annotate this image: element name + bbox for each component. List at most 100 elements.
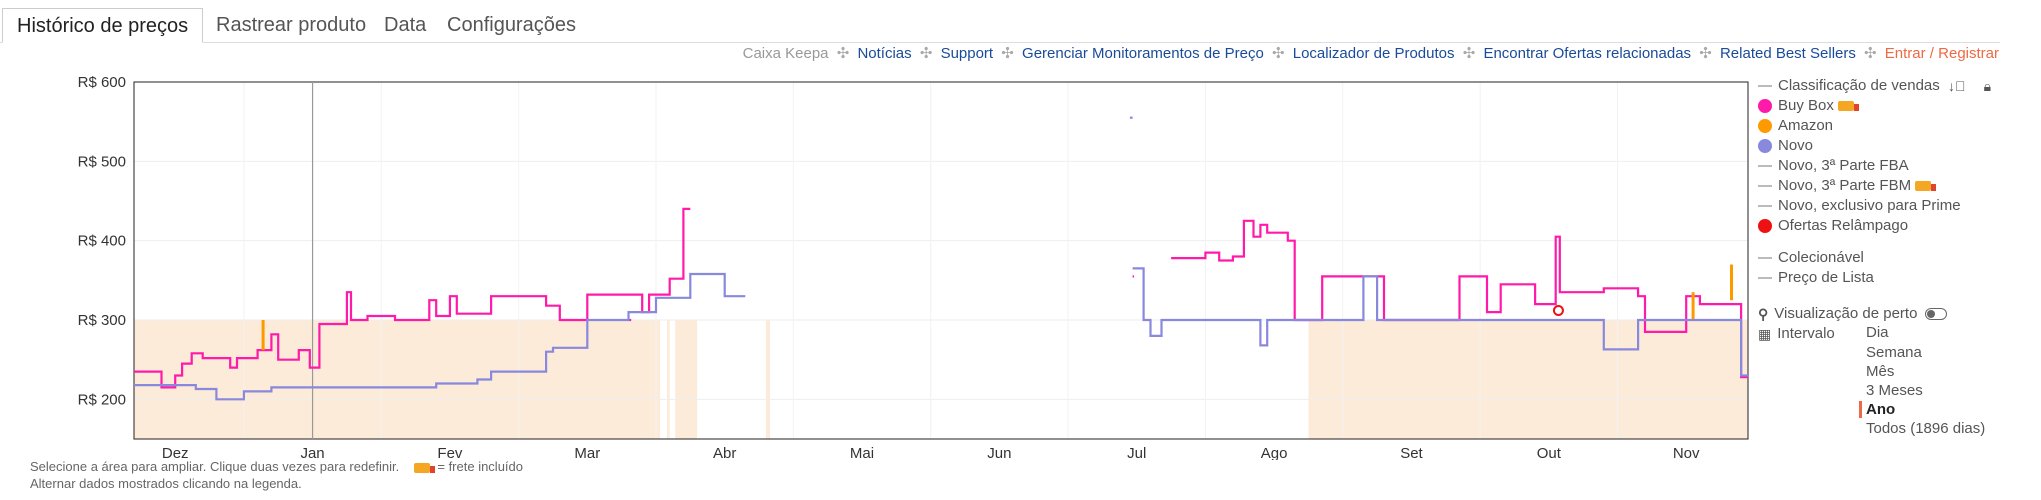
calendar-icon: ▦ (1758, 326, 1772, 343)
link-login-register[interactable]: Entrar / Registrar (1884, 45, 1999, 62)
sort-icon[interactable]: ↓⃣ (1947, 78, 1966, 95)
footer-shipping-note: = frete incluído (437, 459, 523, 474)
legend-buy-box[interactable]: Buy Box (1758, 96, 1859, 116)
tab-bar: Histórico de preços Rastrear produto Dat… (0, 8, 2000, 43)
deal-marker (1552, 304, 1564, 316)
legend-label: Buy Box (1778, 97, 1834, 114)
range-label: Intervalo (1777, 325, 1835, 342)
tab-track-product[interactable]: Rastrear produto (216, 14, 367, 36)
x-tick-label: Set (1400, 445, 1423, 460)
link-manage-tracking[interactable]: Gerenciar Monitoramentos de Preço (1022, 45, 1264, 62)
legend-swatch (1758, 85, 1772, 88)
x-tick-label: Mai (850, 445, 874, 460)
truck-icon (1837, 101, 1859, 112)
range-year[interactable]: Ano (1859, 401, 1895, 418)
legend-swatch (1758, 205, 1772, 208)
range-row: ▦ Intervalo (1758, 324, 1835, 344)
series-line (1171, 219, 1748, 379)
range-all[interactable]: Todos (1896 dias) (1866, 420, 1986, 437)
x-tick-label: Jun (987, 445, 1011, 460)
lock-icon: 🔒︎ (1983, 78, 1992, 95)
series-novo (134, 116, 1748, 401)
price-fill-area (765, 320, 770, 439)
y-tick-label: R$ 300 (78, 312, 126, 329)
legend-sales-rank[interactable]: Classificação de vendas ↓⃣ 🔒︎ (1758, 76, 1991, 96)
range-week[interactable]: Semana (1866, 344, 1922, 361)
series-amazon (261, 264, 1733, 351)
truck-icon (414, 462, 436, 473)
x-tick-label: Fev (437, 445, 463, 460)
legend-new-prime[interactable]: Novo, exclusivo para Prime (1758, 196, 1961, 216)
legend-new-fbm[interactable]: Novo, 3ª Parte FBM (1758, 176, 1937, 196)
range-day[interactable]: Dia (1866, 324, 1889, 341)
separator-icon: ✣ (1699, 45, 1712, 62)
tab-data[interactable]: Data (384, 14, 427, 36)
truck-icon (1915, 181, 1937, 192)
legend-label: Ofertas Relâmpago (1778, 217, 1909, 234)
separator-icon: ✣ (836, 45, 850, 62)
legend-swatch (1758, 277, 1772, 280)
footer-zoom-hint: Selecione a área para ampliar. Clique du… (30, 459, 400, 474)
y-tick-label: R$ 400 (78, 233, 126, 250)
legend-swatch (1758, 139, 1772, 154)
zoom-toggle-row[interactable]: ⚲ Visualização de perto (1758, 304, 1948, 324)
series-ofertas-rel-mpago (1552, 304, 1564, 316)
range-month[interactable]: Mês (1866, 363, 1895, 380)
y-tick-label: R$ 600 (78, 74, 126, 91)
link-support[interactable]: Support (940, 45, 994, 62)
zoom-label: Visualização de perto (1774, 305, 1918, 322)
tab-price-history[interactable]: Histórico de preços (2, 8, 204, 43)
footer-line-1: Selecione a área para ampliar. Clique du… (30, 458, 523, 475)
series-line (1132, 267, 1748, 377)
link-keepa-box[interactable]: Caixa Keepa (742, 45, 829, 62)
legend-lightning-deals[interactable]: Ofertas Relâmpago (1758, 216, 1908, 236)
y-tick-label: R$ 500 (78, 153, 126, 170)
x-tick-label: Ago (1261, 445, 1288, 460)
legend-swatch (1758, 165, 1772, 168)
price-fill-area (1308, 320, 1748, 439)
legend-swatch (1758, 257, 1772, 260)
legend-new[interactable]: Novo (1758, 136, 1813, 156)
series-line (134, 207, 691, 389)
separator-icon: ✣ (1462, 45, 1476, 62)
legend-list-price[interactable]: Preço de Lista (1758, 268, 1874, 288)
link-related-best-sellers[interactable]: Related Best Sellers (1719, 45, 1856, 62)
legend-label: Amazon (1778, 117, 1834, 134)
legend-new-fba[interactable]: Novo, 3ª Parte FBA (1758, 156, 1909, 176)
separator-icon: ✣ (919, 45, 933, 62)
legend-label: Colecionável (1778, 249, 1864, 266)
series-line (134, 272, 746, 401)
separator-icon: ✣ (1864, 45, 1877, 62)
legend-collectible[interactable]: Colecionável (1758, 248, 1864, 268)
separator-icon: ✣ (1271, 45, 1285, 62)
price-fill-area (134, 320, 661, 439)
chart-footer: Selecione a área para ampliar. Clique du… (30, 458, 523, 492)
price-history-chart[interactable]: R$ 200 R$ 300 R$ 400 R$ 500 R$ 600 Dez Jan Fev M… (0, 60, 1750, 460)
x-tick-label: Jul (1127, 445, 1146, 460)
separator-icon: ✣ (1001, 45, 1014, 62)
x-tick-label: Out (1537, 445, 1562, 460)
link-product-finder[interactable]: Localizador de Produtos (1292, 45, 1455, 62)
legend-swatch (1758, 185, 1772, 188)
legend-label: Novo (1778, 137, 1814, 154)
legend-label: Preço de Lista (1778, 269, 1874, 286)
x-tick-label: Jan (300, 445, 324, 460)
legend-swatch (1758, 119, 1772, 134)
price-fill-area (666, 320, 670, 439)
legend-amazon[interactable]: Amazon (1758, 116, 1833, 136)
tab-settings[interactable]: Configurações (447, 14, 576, 36)
toggle-switch[interactable] (1925, 308, 1948, 321)
link-related-deals[interactable]: Encontrar Ofertas relacionadas (1483, 45, 1692, 62)
range-3-months[interactable]: 3 Meses (1866, 382, 1923, 399)
x-tick-label: Dez (162, 445, 189, 460)
top-links: Caixa Keepa ✣ Notícias ✣ Support ✣ Geren… (741, 44, 2001, 62)
link-news[interactable]: Notícias (857, 45, 912, 62)
x-tick-label: Nov (1673, 445, 1700, 460)
x-tick-label: Mar (574, 445, 600, 460)
magnifier-icon: ⚲ (1758, 306, 1769, 323)
price-fill-area (675, 320, 698, 439)
y-tick-label: R$ 200 (78, 391, 126, 408)
legend-swatch (1758, 99, 1772, 114)
legend-label: Novo, 3ª Parte FBA (1778, 157, 1909, 174)
legend-label: Classificação de vendas (1778, 77, 1940, 94)
